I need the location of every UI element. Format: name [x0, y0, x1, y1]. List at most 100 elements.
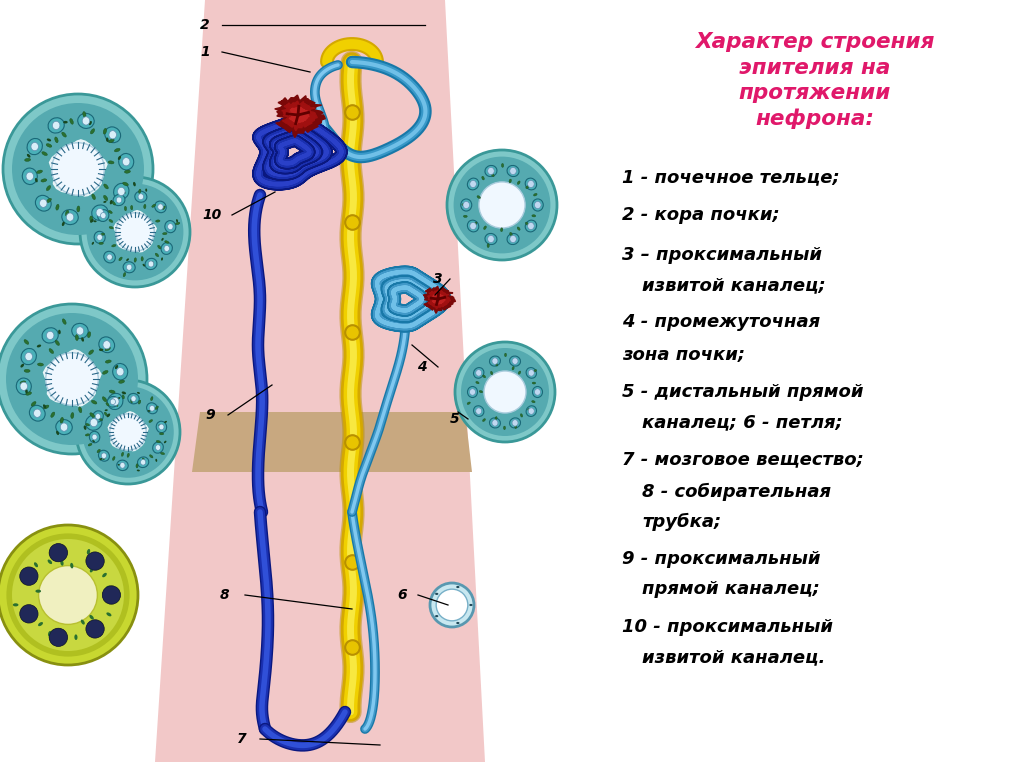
- Ellipse shape: [168, 224, 173, 229]
- Text: 4: 4: [417, 360, 427, 374]
- Ellipse shape: [119, 257, 122, 261]
- Ellipse shape: [109, 130, 117, 139]
- Ellipse shape: [137, 457, 148, 468]
- Ellipse shape: [72, 324, 88, 338]
- Ellipse shape: [525, 220, 537, 232]
- Ellipse shape: [487, 244, 489, 248]
- Ellipse shape: [435, 615, 438, 617]
- Ellipse shape: [467, 220, 479, 232]
- Ellipse shape: [122, 391, 126, 394]
- Ellipse shape: [42, 201, 45, 206]
- Ellipse shape: [120, 463, 125, 468]
- Ellipse shape: [457, 586, 460, 588]
- Ellipse shape: [20, 605, 38, 623]
- Ellipse shape: [108, 397, 119, 407]
- Ellipse shape: [90, 219, 93, 222]
- Ellipse shape: [86, 620, 104, 638]
- Ellipse shape: [502, 163, 504, 167]
- Circle shape: [12, 103, 144, 235]
- Ellipse shape: [86, 552, 104, 570]
- Ellipse shape: [165, 241, 169, 243]
- Ellipse shape: [106, 254, 113, 260]
- Ellipse shape: [83, 111, 86, 117]
- Ellipse shape: [156, 459, 158, 462]
- Ellipse shape: [89, 350, 93, 354]
- Circle shape: [46, 353, 98, 405]
- Ellipse shape: [118, 464, 121, 466]
- Ellipse shape: [102, 586, 120, 604]
- Text: 8 - собирательная: 8 - собирательная: [642, 483, 831, 501]
- Ellipse shape: [492, 358, 498, 364]
- Ellipse shape: [20, 364, 24, 367]
- Circle shape: [6, 313, 138, 445]
- Ellipse shape: [109, 219, 113, 222]
- Ellipse shape: [47, 139, 51, 141]
- Ellipse shape: [54, 137, 58, 143]
- Ellipse shape: [492, 420, 498, 426]
- Ellipse shape: [157, 421, 167, 433]
- Ellipse shape: [81, 620, 85, 624]
- Ellipse shape: [36, 590, 41, 593]
- Circle shape: [49, 628, 68, 647]
- Ellipse shape: [90, 421, 93, 423]
- Text: 3 – проксимальный: 3 – проксимальный: [622, 246, 822, 264]
- Ellipse shape: [479, 390, 482, 393]
- Ellipse shape: [105, 598, 111, 601]
- Circle shape: [110, 414, 146, 450]
- Ellipse shape: [517, 227, 520, 230]
- Ellipse shape: [103, 184, 109, 189]
- Ellipse shape: [532, 382, 536, 384]
- Ellipse shape: [89, 431, 99, 443]
- Ellipse shape: [100, 233, 104, 235]
- Ellipse shape: [142, 458, 145, 462]
- Ellipse shape: [160, 433, 164, 435]
- Ellipse shape: [58, 330, 60, 334]
- Polygon shape: [43, 350, 101, 406]
- Ellipse shape: [60, 417, 63, 423]
- Ellipse shape: [467, 178, 479, 190]
- Ellipse shape: [97, 209, 109, 222]
- Ellipse shape: [95, 413, 100, 420]
- Ellipse shape: [105, 137, 109, 142]
- Ellipse shape: [489, 418, 501, 428]
- Ellipse shape: [56, 431, 59, 435]
- Ellipse shape: [40, 199, 47, 207]
- Ellipse shape: [25, 352, 33, 360]
- Circle shape: [86, 552, 104, 570]
- Ellipse shape: [76, 334, 79, 341]
- Ellipse shape: [49, 628, 68, 646]
- Ellipse shape: [105, 360, 112, 363]
- Ellipse shape: [113, 364, 128, 380]
- Ellipse shape: [518, 371, 521, 374]
- Text: 10: 10: [203, 208, 221, 222]
- Ellipse shape: [143, 204, 146, 209]
- Ellipse shape: [137, 469, 140, 472]
- Polygon shape: [428, 290, 451, 309]
- Ellipse shape: [13, 604, 18, 607]
- Ellipse shape: [138, 400, 140, 404]
- Ellipse shape: [61, 634, 65, 640]
- Ellipse shape: [159, 424, 164, 430]
- Ellipse shape: [85, 434, 89, 436]
- Ellipse shape: [112, 245, 116, 247]
- Ellipse shape: [62, 319, 67, 324]
- Ellipse shape: [153, 442, 163, 453]
- Circle shape: [87, 183, 183, 281]
- Ellipse shape: [176, 219, 178, 222]
- Ellipse shape: [52, 121, 60, 130]
- Ellipse shape: [476, 370, 481, 376]
- Ellipse shape: [164, 441, 167, 443]
- Ellipse shape: [457, 622, 460, 624]
- Ellipse shape: [51, 412, 54, 417]
- Polygon shape: [289, 107, 309, 124]
- Ellipse shape: [131, 396, 136, 401]
- Ellipse shape: [103, 201, 106, 203]
- Ellipse shape: [25, 158, 31, 161]
- Ellipse shape: [134, 258, 136, 262]
- Ellipse shape: [78, 114, 94, 128]
- Ellipse shape: [467, 402, 470, 404]
- Ellipse shape: [117, 367, 124, 376]
- Ellipse shape: [148, 261, 154, 267]
- Ellipse shape: [531, 400, 536, 403]
- Ellipse shape: [99, 337, 115, 353]
